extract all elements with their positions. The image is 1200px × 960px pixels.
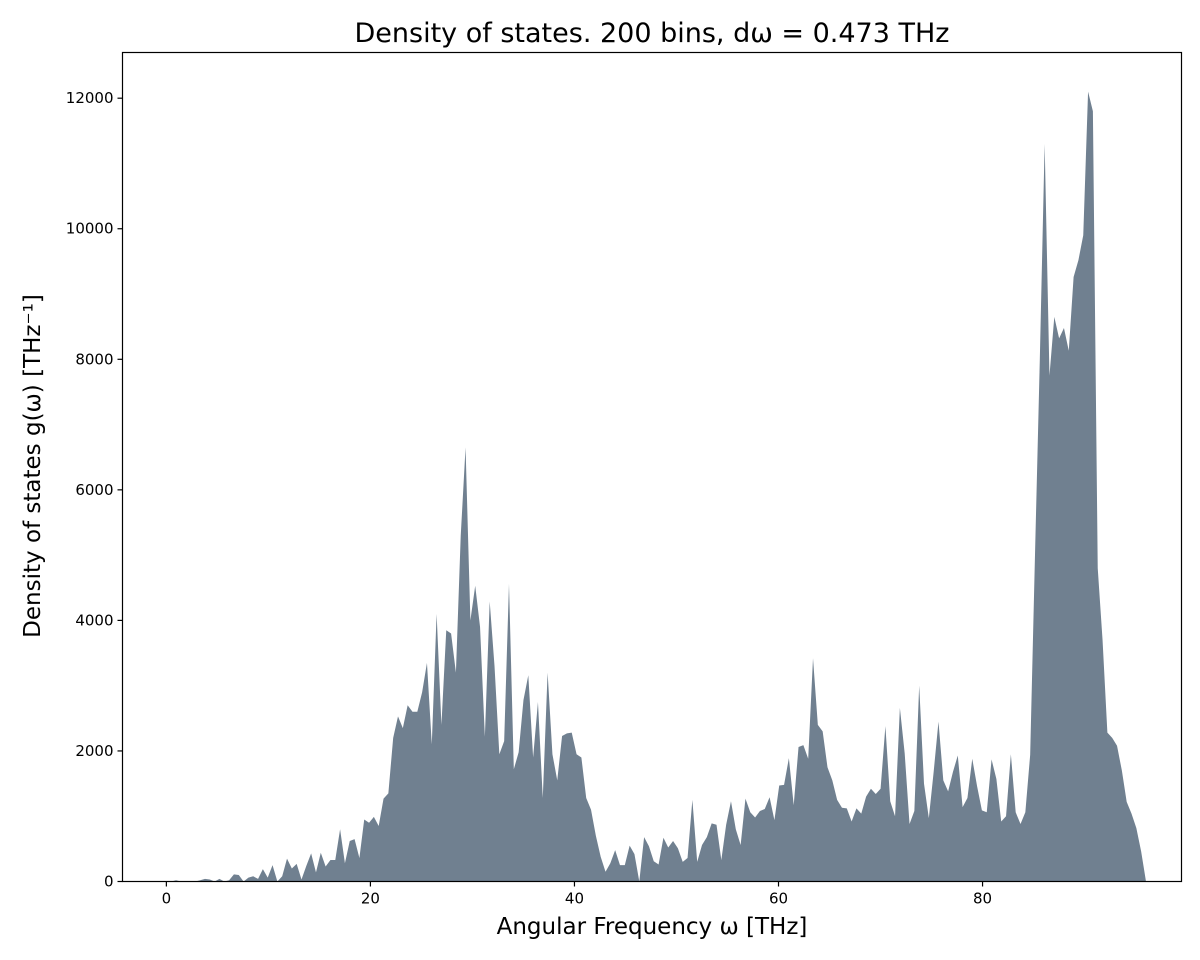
x-tick-label: 60 (769, 890, 788, 908)
y-tick-label: 10000 (66, 220, 114, 238)
x-axis: 0 20 40 60 80 (162, 881, 992, 908)
x-tick-label: 40 (565, 890, 584, 908)
y-tick-label: 8000 (75, 350, 113, 368)
y-tick-label: 6000 (75, 481, 113, 499)
y-tick-label: 0 (104, 873, 114, 891)
x-tick-label: 20 (361, 890, 380, 908)
chart-title: Density of states. 200 bins, dω = 0.473 … (355, 18, 950, 49)
y-axis-label: Density of states g(ω) [THz⁻¹] (20, 294, 46, 638)
x-axis-label: Angular Frequency ω [THz] (497, 914, 808, 940)
axes-frame (121, 51, 1183, 883)
y-tick-label: 4000 (75, 611, 113, 629)
x-tick-label: 80 (973, 890, 992, 908)
y-tick-label: 12000 (66, 89, 114, 107)
y-axis: 0 2000 4000 6000 8000 10000 12000 (66, 89, 123, 891)
dos-area-series (166, 91, 1146, 882)
plot-area (166, 91, 1146, 882)
x-tick-label: 0 (162, 890, 172, 908)
y-tick-label: 2000 (75, 742, 113, 760)
